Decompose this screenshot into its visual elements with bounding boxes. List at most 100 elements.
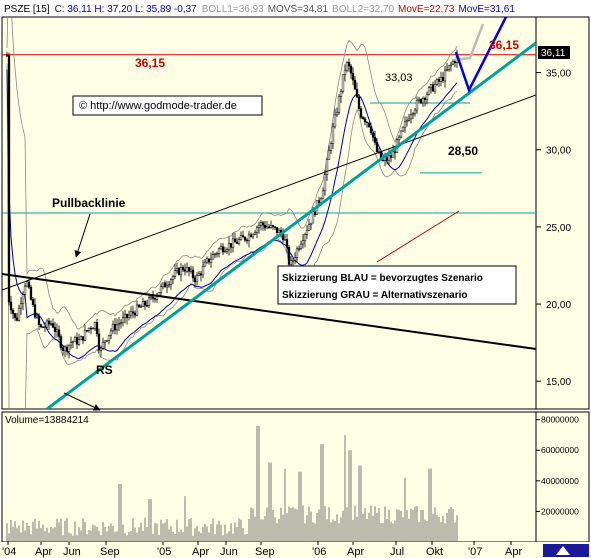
candle-body	[417, 98, 421, 101]
header-boll1: BOLL1=36,93	[202, 4, 264, 15]
candle-body	[391, 151, 395, 158]
candle-body	[399, 130, 403, 138]
candle-body	[443, 69, 447, 82]
candle-body	[171, 276, 175, 281]
candle-body	[435, 79, 439, 85]
candle-body	[313, 211, 317, 215]
candle-body	[427, 87, 431, 95]
candle-body	[453, 61, 457, 64]
candle-body	[115, 324, 119, 331]
candle-body	[19, 303, 23, 309]
candle-body	[219, 246, 223, 250]
candle-body	[27, 281, 31, 288]
candle-body	[143, 301, 147, 306]
candle-body	[95, 321, 99, 335]
candle-body	[173, 270, 177, 277]
candle-body	[283, 239, 287, 241]
x-axis-label: Jun	[63, 546, 81, 558]
header-movs: MOVS=34,81	[268, 4, 329, 15]
rs-label: RS	[96, 363, 113, 377]
candle-body	[345, 62, 349, 71]
candle-body	[91, 328, 95, 330]
candle-body	[117, 323, 121, 326]
price-axis-label: 25,00	[546, 223, 571, 234]
candle-body	[109, 330, 113, 336]
candle-body	[97, 333, 101, 351]
candle-body	[5, 55, 9, 57]
volume-axis-label: 20000000	[541, 506, 579, 516]
candle-body	[123, 313, 127, 318]
header-symbol: PSZE [15]	[4, 4, 50, 15]
candle-body	[145, 305, 149, 307]
candle-body	[33, 304, 37, 318]
candle-body	[215, 253, 219, 255]
pullback-arrow	[74, 213, 91, 258]
candle-body	[103, 340, 107, 343]
candle-body	[301, 240, 305, 245]
candle-body	[31, 299, 35, 305]
candle-body	[365, 121, 369, 124]
candle-body	[49, 323, 53, 325]
candle-body	[227, 243, 231, 250]
candle-body	[179, 267, 183, 275]
candle-body	[295, 248, 299, 258]
candle-body	[403, 121, 407, 128]
candle-body	[139, 306, 143, 308]
candle-body	[375, 142, 379, 153]
candle-body	[89, 327, 93, 330]
candle-body	[229, 243, 233, 248]
candle-body	[131, 311, 135, 314]
candle-body	[93, 321, 97, 329]
candle-body	[129, 311, 133, 316]
candle-body	[25, 281, 29, 287]
candle-body	[359, 108, 363, 118]
copyright-box: © http://www.godmode-trader.de	[72, 95, 263, 116]
candle-body	[21, 294, 25, 304]
candle-body	[137, 304, 141, 307]
candle-body	[351, 72, 355, 81]
candle-body	[193, 277, 197, 283]
candle-body	[203, 261, 207, 267]
price-axis-label: 35,00	[546, 69, 571, 80]
candle-body	[441, 76, 445, 82]
candle-body	[349, 65, 353, 74]
candle-body	[357, 96, 361, 109]
x-axis-label: Apr	[505, 546, 522, 558]
candle-body	[13, 313, 17, 319]
header-boll2: BOLL2=32,70	[332, 4, 394, 15]
candle-body	[169, 279, 173, 286]
x-axis-label: Apr	[192, 546, 209, 558]
candle-body	[231, 238, 235, 248]
candle-body	[29, 286, 33, 300]
candle-body	[381, 159, 385, 162]
x-axis-label: '07	[468, 546, 482, 558]
candle-body	[181, 267, 185, 271]
candle-body	[175, 268, 179, 271]
bollinger-lower-band	[6, 63, 458, 409]
x-axis-label: Okt	[426, 546, 443, 558]
candle-body	[113, 323, 117, 331]
candle-body	[47, 320, 51, 325]
scenario-legend-box: Skizzierung BLAU = bevorzugtes Szenario …	[277, 265, 517, 305]
candle-body	[127, 314, 131, 318]
candle-body	[73, 337, 77, 342]
x-axis-label: Jul	[390, 546, 404, 558]
candle-body	[437, 79, 441, 82]
candle-body	[447, 65, 451, 70]
candle-body	[277, 229, 281, 233]
candle-body	[273, 226, 277, 228]
scenario-blue-path	[454, 17, 508, 94]
candle-body	[165, 285, 169, 288]
candle-body	[431, 84, 435, 92]
candle-body	[153, 298, 157, 300]
candle-body	[57, 329, 61, 337]
candle-body	[41, 326, 45, 328]
candle-body	[429, 84, 433, 88]
svg-text:PSZE [15]C: 36,11 H: 37,20 L:: PSZE [15] C: 36,11 H: 37,20 L: 35,89 -0,3…	[4, 4, 515, 15]
volume-title: Volume=13884214	[5, 415, 89, 426]
candle-body	[119, 322, 123, 324]
header-ohlc: C: 36,11 H: 37,20 L: 35,89 -0,37	[55, 4, 198, 15]
candle-body	[43, 326, 47, 329]
candle-body	[177, 268, 181, 275]
candle-body	[303, 234, 307, 241]
